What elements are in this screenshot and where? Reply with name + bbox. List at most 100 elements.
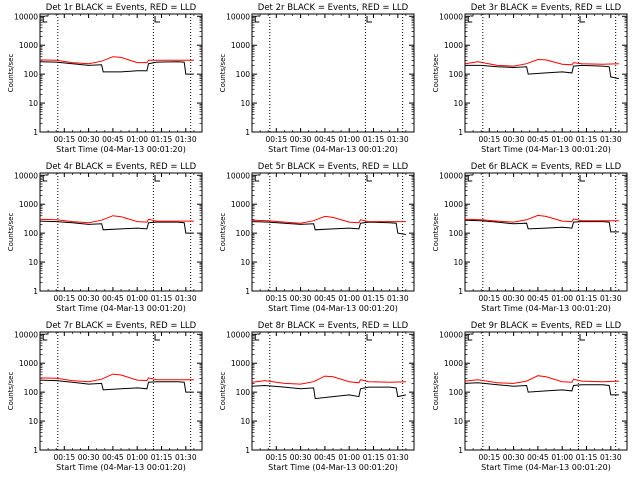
- y-tick-label: 1: [245, 287, 250, 296]
- x-tick-label: 01:15: [576, 453, 598, 462]
- x-tick-label: 01:15: [576, 135, 598, 144]
- x-tick-label: 00:15: [478, 294, 500, 303]
- x-tick-label: 00:45: [102, 294, 124, 303]
- y-tick-label: 10000: [439, 12, 463, 21]
- x-tick-label: 00:45: [527, 453, 549, 462]
- y-tick-label: 10: [28, 417, 38, 426]
- x-tick-label: 00:30: [78, 453, 100, 462]
- y-tick-label: 1: [458, 128, 463, 137]
- x-tick-label: 00:15: [265, 294, 287, 303]
- series-line-events: [39, 379, 194, 393]
- y-tick-label: 10: [28, 99, 38, 108]
- y-axis-label: Counts/sec: [7, 372, 15, 411]
- x-tick-label: 01:15: [151, 294, 173, 303]
- y-tick-label: 1: [245, 128, 250, 137]
- y-tick-label: 10: [28, 258, 38, 267]
- x-tick-label: 00:30: [290, 294, 312, 303]
- plot-frame: [251, 331, 415, 451]
- panel-6: Det 6r BLACK = Events, RED = LLD 1 10 100 10…: [432, 162, 628, 313]
- x-tick-label: 01:15: [363, 294, 385, 303]
- panel-8: Det 8r BLACK = Events, RED = LLD 1 10 100 10…: [219, 321, 415, 472]
- interval-marker-right: [366, 175, 373, 182]
- y-axis-label: Counts/sec: [432, 213, 440, 252]
- series-line-lld: [39, 215, 194, 224]
- x-tick-label: 00:45: [102, 135, 124, 144]
- x-tick-label: 01:30: [387, 453, 409, 462]
- y-axis-label: Counts/sec: [219, 372, 227, 411]
- x-tick-label: 01:30: [175, 294, 197, 303]
- panel-title: Det 1r BLACK = Events, RED = LLD: [46, 3, 197, 13]
- interval-marker-right: [366, 16, 373, 23]
- y-axis-label: Counts/sec: [7, 54, 15, 93]
- x-tick-label: 01:15: [151, 453, 173, 462]
- y-axis-label: Counts/sec: [219, 54, 227, 93]
- x-tick-label: 00:45: [314, 453, 336, 462]
- x-axis-label: Start Time (04-Mar-13 00:01:20): [481, 304, 611, 313]
- x-tick-label: 01:15: [363, 135, 385, 144]
- x-tick-label: 00:15: [53, 135, 75, 144]
- x-tick-label: 01:00: [551, 453, 573, 462]
- y-tick-label: 10000: [226, 12, 250, 21]
- series-line-events: [251, 221, 406, 235]
- x-tick-label: 00:15: [478, 135, 500, 144]
- plot-frame: [251, 172, 415, 292]
- panel-2: Det 2r BLACK = Events, RED = LLD 1 10 100 10…: [219, 3, 415, 154]
- x-axis-label: Start Time (04-Mar-13 00:01:20): [56, 304, 186, 313]
- series-line-lld: [464, 375, 619, 384]
- y-axis-label: Counts/sec: [7, 213, 15, 252]
- x-axis-label: Start Time (04-Mar-13 00:01:20): [56, 145, 186, 154]
- panel-title: Det 2r BLACK = Events, RED = LLD: [258, 3, 409, 13]
- interval-marker-right: [579, 175, 586, 182]
- y-tick-label: 10: [240, 417, 250, 426]
- plot-frame: [464, 172, 628, 292]
- x-tick-label: 01:15: [363, 453, 385, 462]
- y-tick-label: 1000: [231, 359, 250, 368]
- y-tick-label: 1: [33, 128, 38, 137]
- interval-marker-right: [154, 334, 161, 341]
- series-line-lld: [464, 214, 619, 223]
- panel-7: Det 7r BLACK = Events, RED = LLD 1 10 100 10…: [7, 321, 203, 472]
- interval-marker-right: [579, 334, 586, 341]
- panel-title: Det 7r BLACK = Events, RED = LLD: [46, 321, 197, 331]
- series-line-events: [39, 220, 194, 234]
- x-tick-label: 00:15: [53, 294, 75, 303]
- y-tick-label: 10000: [439, 171, 463, 180]
- interval-marker-left: [42, 333, 49, 341]
- x-axis-label: Start Time (04-Mar-13 00:01:20): [268, 145, 398, 154]
- x-tick-label: 00:30: [503, 135, 525, 144]
- y-axis-label: Counts/sec: [432, 54, 440, 93]
- y-tick-label: 1: [458, 287, 463, 296]
- interval-marker-left: [467, 174, 474, 182]
- plot-frame: [39, 331, 203, 451]
- series-line-lld: [39, 373, 194, 383]
- y-tick-label: 100: [236, 388, 251, 397]
- x-tick-label: 01:30: [600, 294, 622, 303]
- x-tick-label: 00:30: [503, 453, 525, 462]
- y-tick-label: 10: [453, 258, 463, 267]
- y-tick-label: 1000: [19, 41, 38, 50]
- interval-marker-left: [254, 174, 261, 182]
- plot-frame: [39, 13, 203, 133]
- interval-marker-right: [366, 334, 373, 341]
- x-axis-label: Start Time (04-Mar-13 00:01:20): [268, 463, 398, 472]
- y-tick-label: 1000: [231, 200, 250, 209]
- y-tick-label: 10: [453, 417, 463, 426]
- y-tick-label: 1: [33, 446, 38, 455]
- panel-title: Det 8r BLACK = Events, RED = LLD: [258, 321, 409, 331]
- interval-marker-left: [467, 15, 474, 23]
- interval-marker-right: [579, 16, 586, 23]
- y-tick-label: 10000: [439, 330, 463, 339]
- x-tick-label: 00:15: [53, 453, 75, 462]
- y-tick-label: 100: [236, 70, 251, 79]
- x-tick-label: 01:00: [338, 135, 360, 144]
- x-tick-label: 00:30: [290, 135, 312, 144]
- x-axis-label: Start Time (04-Mar-13 00:01:20): [481, 463, 611, 472]
- y-tick-label: 1000: [444, 200, 463, 209]
- y-tick-label: 100: [449, 70, 464, 79]
- y-tick-label: 1000: [444, 41, 463, 50]
- interval-marker-left: [42, 174, 49, 182]
- y-tick-label: 1000: [19, 359, 38, 368]
- panel-9: Det 9r BLACK = Events, RED = LLD 1 10 100 10…: [432, 321, 628, 472]
- interval-marker-right: [154, 175, 161, 182]
